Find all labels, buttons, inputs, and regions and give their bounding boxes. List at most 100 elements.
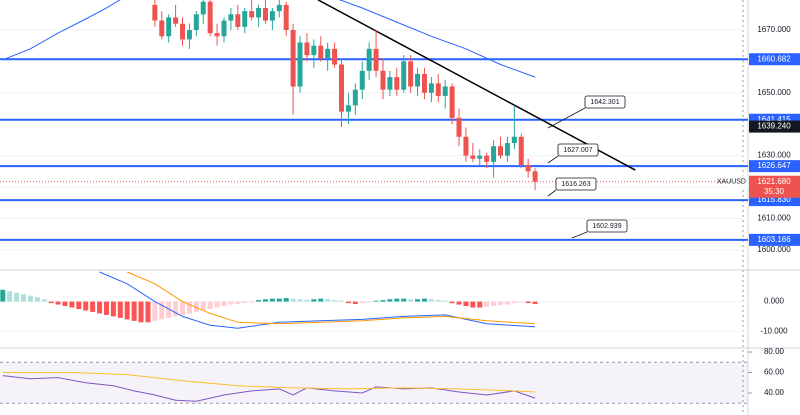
trendline bbox=[317, 0, 636, 171]
candle-body bbox=[214, 33, 220, 37]
candle-body bbox=[498, 146, 504, 156]
macd-bar bbox=[110, 301, 116, 317]
level-tag-label: 1641.415 bbox=[757, 115, 791, 124]
candle-body bbox=[262, 8, 268, 21]
macd-bar bbox=[48, 301, 54, 304]
macd-bar bbox=[27, 295, 33, 302]
candle-body bbox=[373, 48, 379, 71]
macd-bar bbox=[332, 300, 338, 302]
macd-bar bbox=[283, 298, 289, 302]
rsi-band bbox=[0, 362, 748, 404]
callout-pointer bbox=[547, 155, 559, 164]
macd-bar bbox=[463, 301, 469, 307]
callout-pointer bbox=[547, 189, 557, 197]
candle-body bbox=[463, 136, 469, 156]
candle-body bbox=[491, 146, 497, 162]
candle-body bbox=[449, 86, 455, 118]
candle-body bbox=[228, 14, 234, 21]
macd-bar bbox=[41, 299, 47, 302]
y-tick-label: 0.000 bbox=[764, 297, 785, 306]
macd-bar bbox=[491, 301, 497, 307]
candle-body bbox=[504, 143, 510, 156]
candle-body bbox=[352, 89, 358, 106]
macd-bar bbox=[380, 300, 386, 302]
macd-bar bbox=[352, 301, 358, 304]
level-tag-label: 1626.647 bbox=[757, 161, 791, 170]
symbol-tag bbox=[732, 175, 748, 188]
main-panel bbox=[0, 0, 748, 251]
macd-bar bbox=[532, 301, 538, 304]
macd-bar bbox=[103, 301, 109, 315]
macd-bar bbox=[449, 301, 455, 304]
macd-bar bbox=[256, 300, 262, 302]
macd-bar bbox=[83, 301, 89, 311]
candle-body bbox=[207, 1, 213, 34]
price-marker-label: 1639.240 bbox=[757, 122, 791, 131]
rsi-line bbox=[2, 375, 536, 402]
candle-body bbox=[380, 70, 386, 90]
macd-bar bbox=[97, 301, 103, 314]
level-tag-label: 1615.830 bbox=[757, 195, 791, 204]
candle-body bbox=[221, 20, 227, 37]
moving-average bbox=[2, 0, 536, 78]
macd-bar bbox=[525, 301, 531, 304]
macd-bar bbox=[159, 301, 165, 320]
countdown: 35:30 bbox=[764, 187, 785, 196]
macd-panel bbox=[0, 271, 748, 332]
macd-bar bbox=[421, 298, 427, 302]
macd-bar bbox=[124, 301, 130, 320]
rsi-line bbox=[2, 372, 536, 393]
y-tick-label: 1610.000 bbox=[757, 214, 791, 223]
candle-body bbox=[428, 83, 434, 93]
macd-bar bbox=[242, 301, 248, 304]
macd-bar bbox=[339, 300, 345, 302]
macd-bar bbox=[428, 299, 434, 302]
macd-bar bbox=[442, 300, 448, 302]
macd-bar bbox=[318, 298, 324, 302]
macd-bar bbox=[186, 301, 192, 314]
macd-bar bbox=[90, 301, 96, 312]
candle-body bbox=[325, 48, 331, 59]
macd-bar bbox=[511, 301, 517, 304]
macd-bar bbox=[498, 301, 504, 306]
candle-body bbox=[525, 165, 531, 172]
macd-bar bbox=[311, 299, 317, 302]
candle-body bbox=[276, 4, 282, 12]
callout-pointer bbox=[571, 231, 588, 239]
candle-body bbox=[332, 48, 338, 65]
candle-body bbox=[180, 23, 186, 40]
macd-bar bbox=[297, 299, 303, 302]
macd-bar bbox=[477, 301, 483, 308]
y-tick-label: 1670.000 bbox=[757, 25, 791, 34]
candle-body bbox=[484, 155, 490, 162]
y-tick-label: 1650.000 bbox=[757, 88, 791, 97]
macd-bar bbox=[415, 299, 421, 302]
candle-body bbox=[200, 1, 206, 15]
macd-bar bbox=[62, 301, 68, 307]
macd-bar bbox=[76, 301, 82, 309]
candle-body bbox=[152, 4, 158, 21]
macd-bar bbox=[131, 301, 137, 321]
macd-bar bbox=[435, 300, 441, 302]
macd-bar bbox=[0, 289, 6, 302]
macd-bar bbox=[200, 301, 206, 311]
callout-label: 1627.007 bbox=[563, 147, 592, 154]
macd-bar bbox=[21, 294, 27, 302]
candle-body bbox=[193, 14, 199, 30]
macd-bar bbox=[325, 299, 331, 302]
macd-bar bbox=[207, 301, 213, 309]
price-marker-tag bbox=[749, 120, 800, 133]
candle-body bbox=[339, 64, 345, 112]
candle-body bbox=[401, 61, 407, 90]
last-price-label: 1621.680 bbox=[757, 177, 791, 186]
macd-bar bbox=[55, 301, 61, 305]
candle-body bbox=[477, 155, 483, 159]
callout-label: 1616.263 bbox=[561, 181, 590, 188]
macd-bar bbox=[193, 301, 199, 312]
candle-body bbox=[442, 86, 448, 96]
candle-body bbox=[235, 14, 241, 27]
macd-bar bbox=[166, 301, 172, 318]
callout-pointer bbox=[547, 107, 586, 129]
candle-body bbox=[470, 155, 476, 159]
